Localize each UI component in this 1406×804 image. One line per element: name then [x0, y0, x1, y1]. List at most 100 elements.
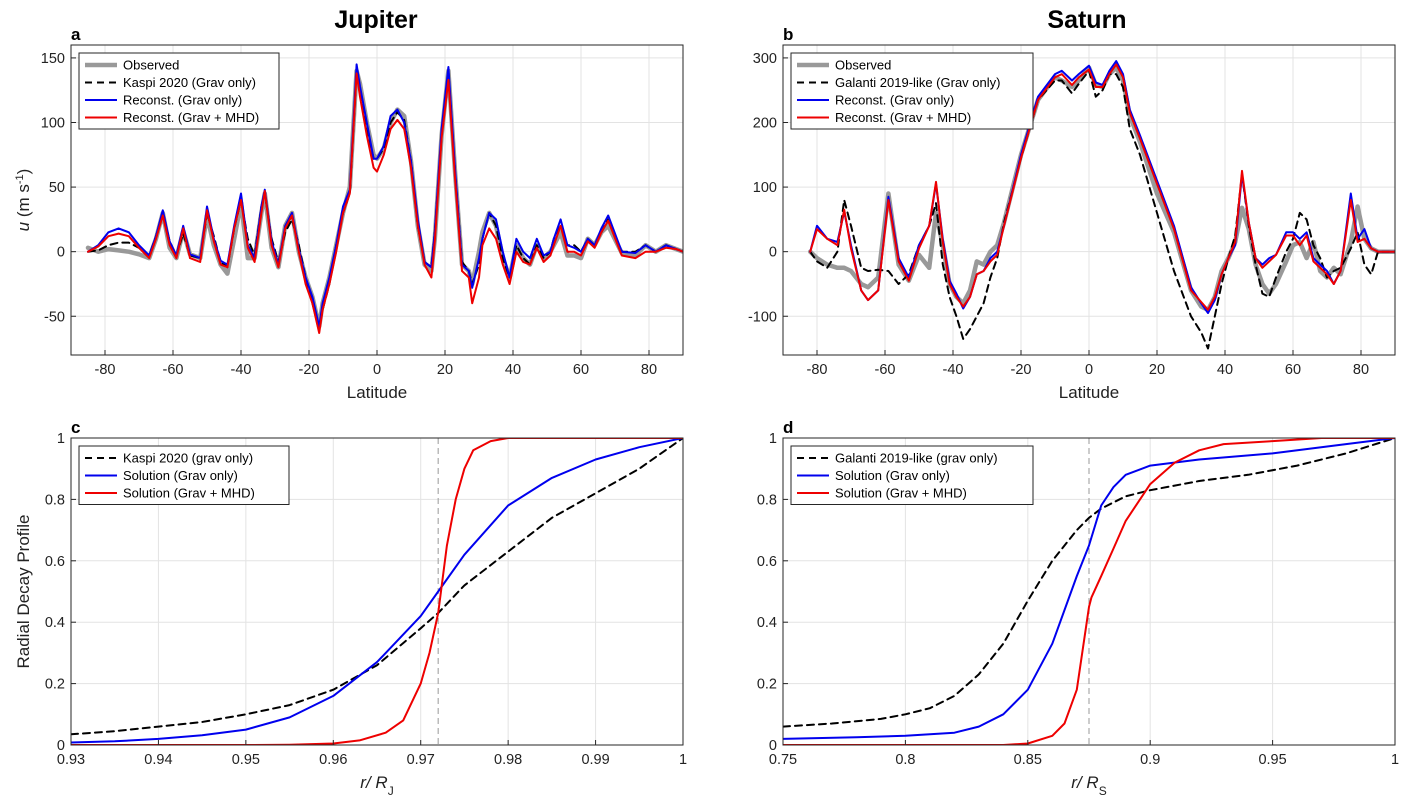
legend-label: Reconst. (Grav only)	[123, 93, 242, 108]
x-tick-label: 0.9	[1140, 752, 1160, 768]
legend-label: Solution (Grav only)	[123, 468, 238, 483]
title-jupiter: Jupiter	[334, 6, 418, 34]
x-tick-label: 0.85	[1014, 752, 1042, 768]
y-tick-label: 1	[57, 431, 65, 447]
panel-a: -80 -60 -40 -20 0 20 40 60 80 -50 0 50 100 150 Latitud…	[14, 25, 684, 402]
y-tick-label: 0.2	[757, 677, 777, 693]
legend-label: Galanti 2019-like (grav only)	[835, 451, 998, 466]
series-line-3	[87, 63, 683, 328]
x-tick-label: -40	[943, 362, 964, 378]
y-tick-label: 0.8	[45, 492, 65, 508]
legend-label: Solution (Grav + MHD)	[835, 486, 967, 501]
y-tick-label: 100	[41, 116, 65, 132]
x-tick-label: 60	[1285, 362, 1301, 378]
x-tick-label: 0.94	[144, 752, 172, 768]
y-tick-label: 150	[41, 51, 65, 67]
x-tick-label: 0.8	[895, 752, 915, 768]
panel-d: 0.75 0.8 0.85 0.9 0.95 100.20.40.60.81r/ RSdG…	[757, 418, 1399, 798]
panels: -80 -60 -40 -20 0 20 40 60 80-50050100150Latitud…	[14, 25, 1399, 798]
x-tick-label: 0.97	[407, 752, 435, 768]
x-tick-label: 0	[1085, 362, 1093, 378]
y-tick-label: 0.4	[45, 615, 65, 631]
legend: Observed Kaspi 2020 (Grav only) Reconst. (…	[78, 52, 280, 130]
x-tick-label: 1	[679, 752, 687, 768]
x-tick-label: 0	[373, 362, 381, 378]
legend-label: Kaspi 2020 (Grav only)	[123, 75, 256, 90]
series-line-1	[71, 438, 683, 736]
x-tick-label: 0.95	[232, 752, 260, 768]
x-tick-label: -40	[231, 362, 252, 378]
y-tick-label: 1	[769, 431, 777, 447]
x-tick-label: 40	[505, 362, 521, 378]
legend-label: Kaspi 2020 (grav only)	[123, 451, 253, 466]
panel-letter: a	[71, 25, 81, 44]
x-tick-label: 0.75	[769, 752, 797, 768]
series-line-4	[809, 63, 1395, 311]
y-tick-label: 0.6	[757, 554, 777, 570]
legend-label: Galanti 2019-like (Grav only)	[835, 75, 1000, 90]
y-tick-label: 0.4	[757, 615, 777, 631]
x-tick-label: -20	[1011, 362, 1032, 378]
x-axis-label: r/ RS	[1071, 773, 1106, 798]
axes-box	[70, 437, 684, 746]
y-tick-label: -100	[748, 309, 777, 325]
y-tick-label: 300	[753, 51, 777, 67]
x-axis-label: r/ RJ	[360, 773, 393, 798]
x-tick-label: -60	[163, 362, 184, 378]
legend-label: Solution (Grav + MHD)	[123, 486, 255, 501]
x-tick-label: 0.99	[581, 752, 609, 768]
y-axis-label: u (m s-1)	[14, 169, 33, 232]
legend-box	[790, 445, 1034, 505]
y-axis-label: Radial Decay Profile	[14, 514, 33, 668]
legend-box	[790, 52, 1034, 130]
panel-c: 0.93 0.94 0.95 0.96 0.97 0.98 0.99 1 0 0.2 0.4 0.6 0…	[14, 418, 687, 798]
legend-label: Reconst. (Grav + MHD)	[835, 110, 971, 125]
series-group	[85, 63, 683, 334]
x-tick-label: 1	[1391, 752, 1399, 768]
x-tick-label: 20	[1149, 362, 1165, 378]
y-tick-label: 0	[57, 245, 65, 261]
series-line-2	[783, 438, 1395, 740]
series-line-2	[71, 438, 683, 744]
x-axis-label: Latitude	[347, 383, 408, 402]
legend-label: Reconst. (Grav + MHD)	[123, 110, 259, 125]
legend-label: Solution (Grav only)	[835, 468, 950, 483]
x-tick-label: 0.93	[57, 752, 85, 768]
legend: Kaspi 2020 (grav only) Solution (Grav onl…	[78, 445, 290, 505]
series-line-1	[783, 438, 1395, 728]
x-tick-label: -60	[875, 362, 896, 378]
y-tick-label: 50	[49, 180, 65, 196]
panel-letter: c	[71, 418, 80, 437]
x-tick-label: 60	[573, 362, 589, 378]
y-tick-label: -50	[44, 309, 65, 325]
y-tick-label: 0.2	[45, 677, 65, 693]
y-tick-label: 0	[57, 738, 65, 754]
legend: Galanti 2019-like (grav only) Solution (G…	[790, 445, 1034, 505]
legend-label: Observed	[835, 58, 891, 73]
panel-letter: b	[783, 25, 793, 44]
legend: Observed Galanti 2019-like (Grav only) Rec…	[790, 52, 1034, 130]
panel-letter: d	[783, 418, 793, 437]
x-tick-label: 20	[437, 362, 453, 378]
y-tick-label: 0.6	[45, 554, 65, 570]
panel-b: -80 -60 -40 -20 0 20 40 60 80 -100 0 100 200 300 Latit…	[748, 25, 1396, 402]
x-tick-label: 80	[641, 362, 657, 378]
x-axis-label: Latitude	[1059, 383, 1120, 402]
x-tick-label: 0.98	[494, 752, 522, 768]
legend-label: Observed	[123, 58, 179, 73]
x-tick-label: 0.95	[1258, 752, 1286, 768]
series-group	[807, 60, 1395, 350]
y-tick-label: 0	[769, 245, 777, 261]
y-tick-label: 0.8	[757, 492, 777, 508]
x-tick-label: -80	[807, 362, 828, 378]
series-line-4	[87, 72, 683, 334]
legend-label: Reconst. (Grav only)	[835, 93, 954, 108]
title-saturn: Saturn	[1047, 6, 1126, 34]
x-tick-label: -20	[299, 362, 320, 378]
x-tick-label: -80	[95, 362, 116, 378]
x-tick-label: 40	[1217, 362, 1233, 378]
y-tick-label: 200	[753, 116, 777, 132]
x-tick-label: 80	[1353, 362, 1369, 378]
y-tick-label: 100	[753, 180, 777, 196]
